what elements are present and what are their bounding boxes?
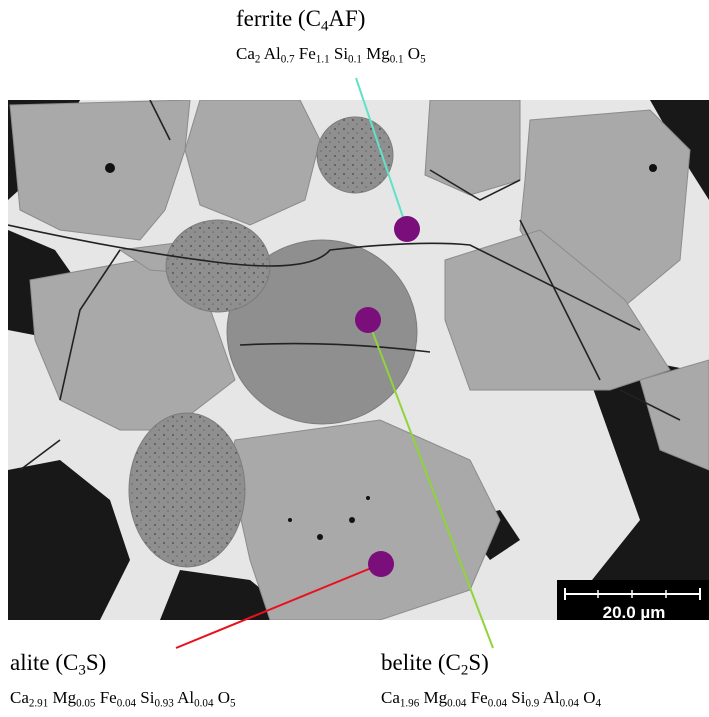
formula-subscript: 0.04 [559,697,579,710]
formula-subscript: 1.1 [315,53,330,66]
belite-formula: Ca1.96 Mg0.04 Fe0.04 Si0.9 Al0.04 O4 [381,688,602,710]
formula-subscript: 0.04 [116,697,137,710]
ferrite-marker [394,216,420,242]
belite-leader-line [367,319,494,649]
ferrite-leader-line [355,77,408,230]
ferrite-name: ferrite (C4AF) [236,6,366,35]
formula-element: Mg [366,44,390,63]
formula-subscript: 0.05 [76,697,96,710]
formula-subscript: 0.04 [447,697,467,710]
formula-element: Fe [470,688,488,707]
pores [105,163,657,540]
formula-element: Mg [423,688,448,707]
formula-element: O [583,688,596,707]
belite-marker [355,307,381,333]
formula-element: Mg [52,688,77,707]
formula-subscript: 4 [595,697,602,710]
formula-subscript: 0.1 [389,53,404,66]
alite-marker [368,551,394,577]
cracks [8,100,681,471]
formula-subscript: 2 [254,53,261,66]
formula-element: Al [177,688,195,707]
formula-subscript: 0.1 [348,53,362,66]
belite-name: belite (C2S) [381,650,489,679]
formula-subscript: 0.04 [194,697,214,710]
formula-element: Si [333,44,349,63]
formula-subscript: 2.91 [28,697,49,710]
alite-name: alite (C3S) [10,650,107,679]
formula-element: Ca [236,44,255,63]
formula-subscript: 0.04 [487,697,508,710]
formula-element: Ca [381,688,400,707]
formula-element: Si [511,688,526,707]
formula-element: Al [542,688,560,707]
alite-grains [9,100,709,620]
belite-grains [128,116,418,568]
formula-subscript: 0.7 [280,53,295,66]
formula-element: Fe [298,44,316,63]
formula-element: O [217,688,231,707]
formula-subscript: 1.96 [399,697,420,710]
formula-subscript: 0.9 [525,697,540,710]
formula-subscript: 0.93 [154,697,174,710]
scale-bar: 20.0 µm [557,580,709,622]
formula-element: O [407,44,421,63]
formula-element: Al [263,44,281,63]
ferrite-formula: Ca2 Al0.7 Fe1.1 Si0.1 Mg0.1 O5 [236,44,426,66]
formula-subscript: 5 [420,53,426,66]
formula-element: Si [140,688,155,707]
formula-subscript: 5 [230,697,236,710]
alite-leader-line [175,563,382,649]
formula-element: Ca [10,688,29,707]
scale-bar-label: 20.0 µm [603,603,666,622]
alite-formula: Ca2.91 Mg0.05 Fe0.04 Si0.93 Al0.04 O5 [10,688,236,710]
formula-element: Fe [99,688,117,707]
